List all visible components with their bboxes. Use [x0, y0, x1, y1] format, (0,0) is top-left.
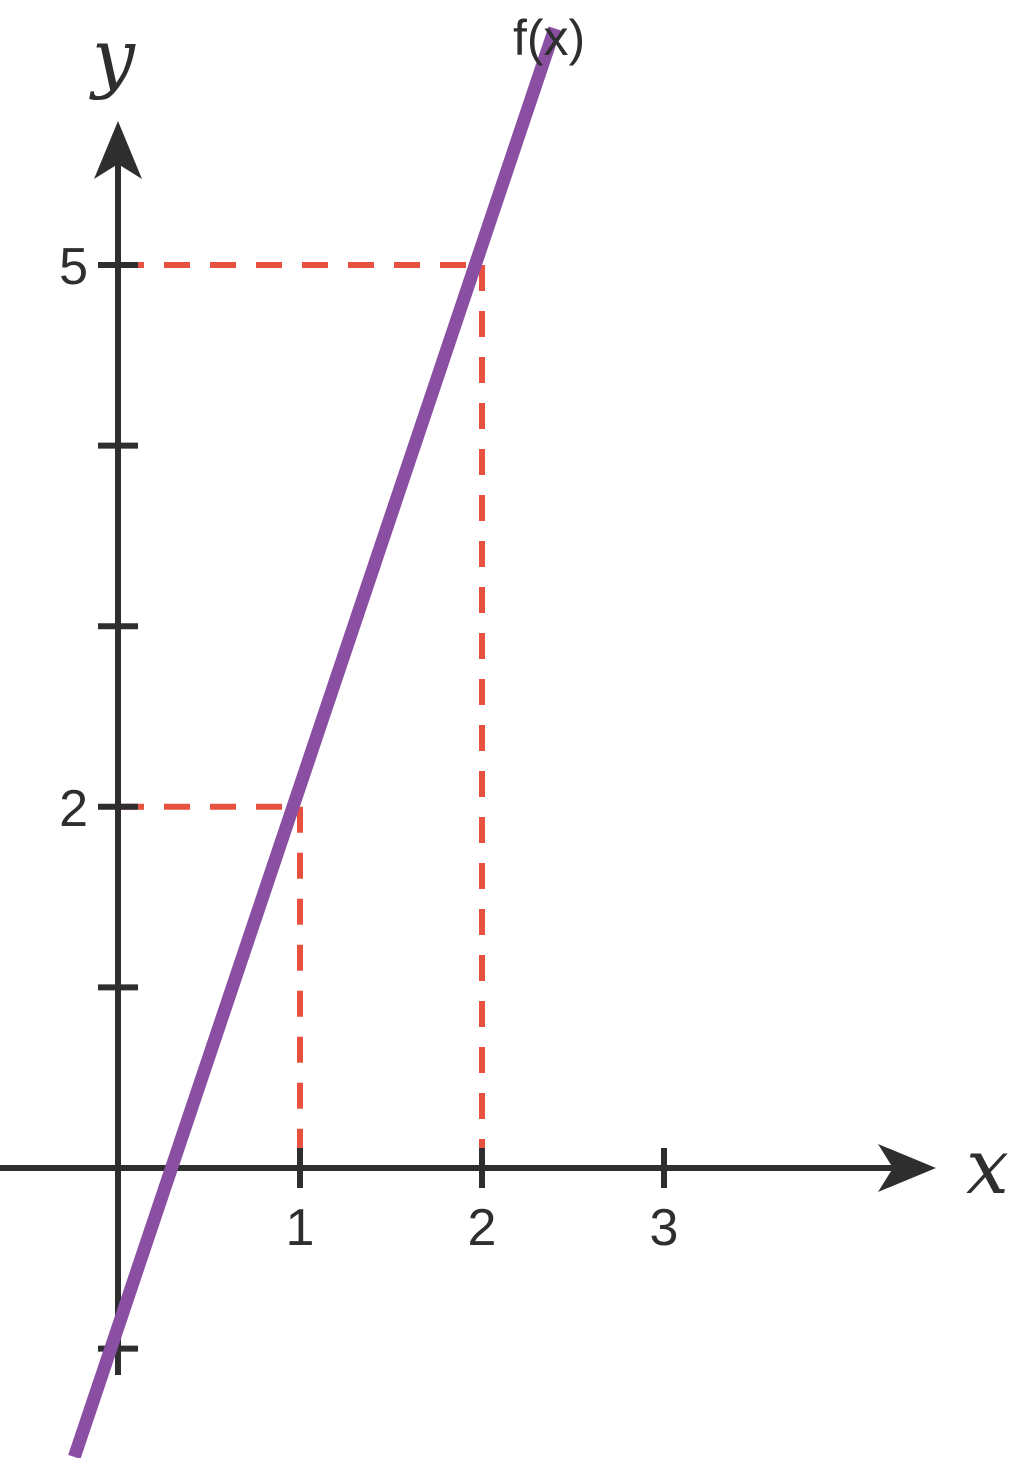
guide-lines [118, 262, 485, 1168]
series-label-fx: f(x) [513, 10, 585, 66]
y-axis-arrowhead [94, 121, 142, 179]
x-axis-arrowhead [878, 1144, 936, 1192]
y-axis-label: y [89, 12, 136, 101]
x-axis-label: x [966, 1122, 1009, 1211]
y-tick-label-2: 2 [59, 780, 88, 838]
series [68, 26, 561, 1458]
y-tick-label-5: 5 [59, 238, 88, 296]
series-line-1 [68, 26, 561, 1458]
x-tick-label-2: 2 [468, 1199, 497, 1257]
ticks: 1 2 3 2 5 [59, 238, 679, 1352]
x-tick-label-3: 3 [650, 1199, 679, 1257]
x-tick-label-1: 1 [286, 1199, 315, 1257]
axes [0, 121, 936, 1375]
